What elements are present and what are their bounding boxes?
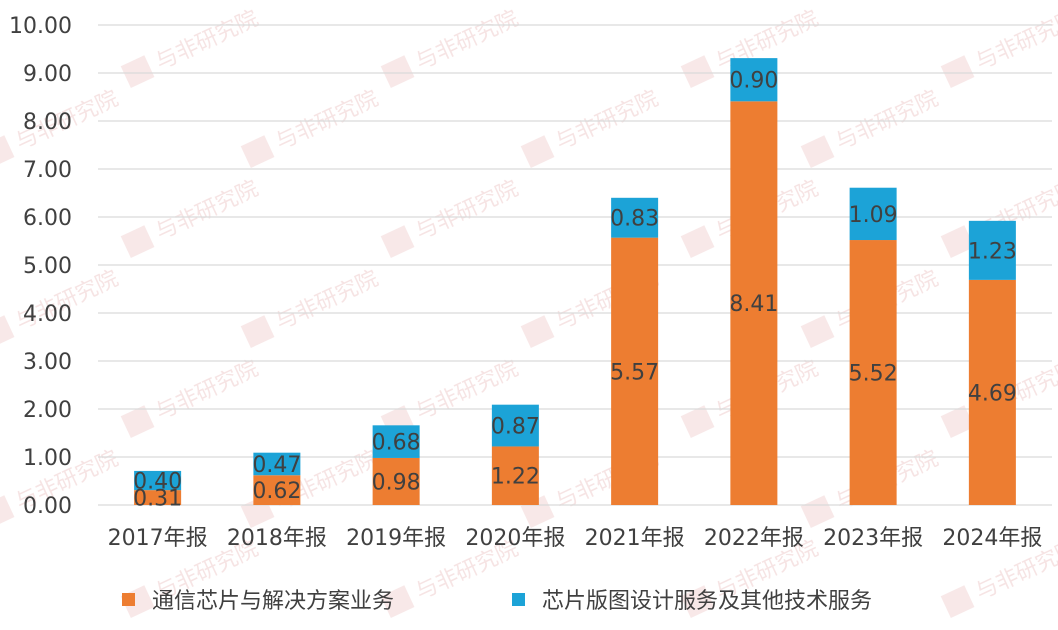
watermark: 与非研究院 [240, 86, 382, 168]
data-label: 0.83 [610, 207, 659, 232]
watermark: 与非研究院 [380, 6, 522, 88]
y-tick-label: 3.00 [23, 350, 72, 375]
data-label: 0.98 [372, 470, 421, 495]
svg-text:与非研究院: 与非研究院 [152, 356, 262, 425]
data-label: 1.09 [849, 203, 898, 228]
x-tick-label: 2023年报 [823, 526, 923, 551]
legend: 通信芯片与解决方案业务 芯片版图设计服务及其他技术服务 [122, 589, 872, 614]
svg-text:与非研究院: 与非研究院 [412, 6, 522, 75]
svg-text:与非研究院: 与非研究院 [412, 176, 522, 245]
y-tick-label: 4.00 [23, 302, 72, 327]
bar-layout-design-service [968, 220, 1016, 280]
data-label: 8.41 [729, 292, 778, 317]
y-tick-label: 0.00 [23, 494, 72, 519]
y-tick-label: 10.00 [9, 14, 72, 39]
x-tick-label: 2019年报 [346, 526, 446, 551]
data-label: 5.52 [849, 362, 898, 387]
data-label: 0.68 [372, 431, 421, 456]
y-tick-label: 8.00 [23, 110, 72, 135]
legend-label: 芯片版图设计服务及其他技术服务 [542, 589, 872, 614]
data-label: 1.22 [491, 465, 540, 490]
bar-layout-design-service [730, 58, 778, 102]
y-tick-label: 7.00 [23, 158, 72, 183]
data-label: 0.62 [252, 479, 301, 504]
legend-swatch [122, 593, 135, 606]
bar-layout-design-service [134, 470, 182, 491]
bar-communication-chip [849, 240, 897, 506]
y-tick-label: 2.00 [23, 398, 72, 423]
watermark: 与非研究院 [800, 86, 942, 168]
data-label: 5.57 [610, 360, 659, 385]
x-tick-label: 2022年报 [704, 526, 804, 551]
watermark: 与非研究院 [520, 86, 662, 168]
watermark: 与非研究院 [940, 6, 1058, 88]
watermark: 与非研究院 [240, 266, 382, 348]
bar-layout-design-service [372, 425, 420, 458]
data-label: 0.31 [133, 487, 182, 512]
x-tick-label: 2021年报 [585, 526, 685, 551]
legend-item: 芯片版图设计服务及其他技术服务 [512, 589, 872, 614]
bar-communication-chip [134, 490, 182, 505]
bar-layout-design-service [611, 197, 659, 238]
bars [134, 58, 1016, 506]
svg-text:与非研究院: 与非研究院 [972, 6, 1058, 75]
x-tick-label: 2024年报 [942, 526, 1042, 551]
watermark: 与非研究院 [120, 6, 262, 88]
data-label: 0.90 [729, 69, 778, 94]
bar-communication-chip [611, 237, 659, 505]
data-label: 0.87 [491, 415, 540, 440]
y-tick-label: 1.00 [23, 446, 72, 471]
svg-text:与非研究院: 与非研究院 [272, 266, 382, 335]
svg-text:与非研究院: 与非研究院 [152, 6, 262, 75]
bar-communication-chip [253, 475, 301, 505]
data-label: 4.69 [968, 381, 1017, 406]
y-tick-label: 6.00 [23, 206, 72, 231]
bar-communication-chip [968, 279, 1016, 505]
y-axis: 0.00 1.00 2.00 3.00 4.00 5.00 6.00 7.00 8.00 9.00… [9, 14, 72, 519]
x-tick-label: 2018年报 [227, 526, 327, 551]
y-tick-label: 9.00 [23, 62, 72, 87]
data-label: 1.23 [968, 239, 1017, 264]
svg-text:与非研究院: 与非研究院 [152, 176, 262, 245]
legend-item: 通信芯片与解决方案业务 [122, 589, 394, 614]
data-label: 0.40 [133, 470, 182, 495]
bar-communication-chip [372, 457, 420, 505]
data-label: 0.47 [252, 453, 301, 478]
legend-label: 通信芯片与解决方案业务 [152, 589, 394, 614]
bar-communication-chip [491, 446, 539, 505]
legend-swatch [512, 593, 525, 606]
x-tick-label: 2020年报 [465, 526, 565, 551]
x-tick-label: 2017年报 [108, 526, 208, 551]
bar-layout-design-service [253, 452, 301, 476]
bar-communication-chip [730, 101, 778, 505]
bar-layout-design-service [491, 404, 539, 447]
y-tick-label: 5.00 [23, 254, 72, 279]
watermark: 与非研究院 [120, 356, 262, 438]
data-labels: 0.310.40 0.620.47 0.98 0.68 1.22 0.87 5.57 0.83… [133, 69, 1017, 512]
bar-layout-design-service [849, 187, 897, 241]
x-axis: 2017年报 2018年报 2019年报 2020年报 2021年报 2022年报 2023… [108, 526, 1043, 551]
